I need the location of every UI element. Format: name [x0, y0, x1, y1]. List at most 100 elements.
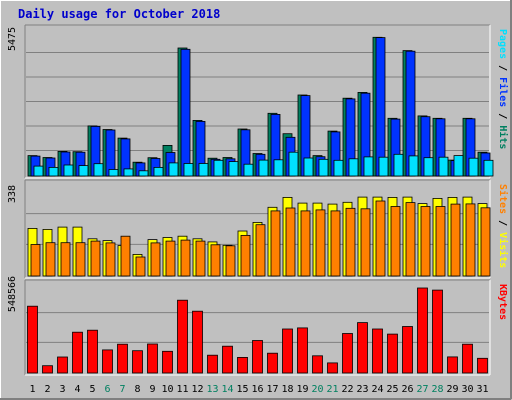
x-tick-label-day-30: 30	[461, 384, 473, 395]
x-tick-label-day-24: 24	[371, 384, 383, 395]
bar-pages-day-23	[363, 156, 374, 177]
bar-pages-day-1	[33, 165, 44, 177]
bar-kbytes-day-11	[177, 299, 188, 374]
legend-hits-files-pages: Pages / Files / Hits	[497, 29, 509, 149]
x-tick-label-day-15: 15	[236, 384, 248, 395]
bar-sites-day-6	[105, 242, 116, 277]
bar-sites-day-30	[465, 203, 476, 277]
x-tick-label-day-18: 18	[281, 384, 293, 395]
bar-kbytes-day-22	[342, 333, 353, 374]
bar-pages-day-16	[258, 159, 269, 177]
bar-kbytes-day-6	[102, 349, 113, 374]
bar-pages-day-26	[408, 155, 419, 177]
bar-kbytes-day-4	[72, 331, 83, 374]
bar-kbytes-day-3	[57, 356, 68, 374]
bar-pages-day-15	[243, 163, 254, 177]
bar-pages-day-18	[288, 151, 299, 177]
bar-sites-day-24	[375, 200, 386, 277]
x-tick-label-day-16: 16	[251, 384, 263, 395]
legend-visits-sites: Sites / Visits	[497, 184, 509, 268]
bar-pages-day-27	[423, 157, 434, 177]
x-tick-label-day-2: 2	[44, 384, 50, 395]
x-tick-label-day-31: 31	[476, 384, 488, 395]
x-tick-label-day-12: 12	[191, 384, 203, 395]
bar-files-day-11	[180, 48, 191, 177]
bar-sites-day-27	[420, 206, 431, 277]
bar-sites-day-22	[345, 207, 356, 277]
bar-kbytes-day-23	[357, 322, 368, 374]
x-tick-label-day-13: 13	[206, 384, 218, 395]
bar-sites-day-31	[480, 207, 491, 277]
y-max-label-hits-files-pages: 5475	[7, 27, 18, 51]
bar-pages-day-17	[273, 159, 284, 177]
bar-kbytes-day-18	[282, 328, 293, 374]
bar-pages-day-28	[438, 156, 449, 177]
x-tick-label-day-22: 22	[341, 384, 353, 395]
bar-kbytes-day-2	[42, 365, 53, 374]
x-tick-label-day-8: 8	[134, 384, 140, 395]
bar-kbytes-day-27	[417, 287, 428, 374]
x-tick-label-day-5: 5	[89, 384, 95, 395]
bar-pages-day-31	[483, 159, 494, 177]
bar-sites-day-26	[405, 202, 416, 277]
bar-kbytes-day-20	[312, 355, 323, 374]
bar-sites-day-2	[45, 242, 56, 277]
bar-pages-day-22	[348, 158, 359, 177]
bar-pages-day-3	[63, 164, 74, 177]
x-tick-label-day-1: 1	[29, 384, 35, 395]
x-tick-label-day-9: 9	[149, 384, 155, 395]
x-tick-label-day-14: 14	[221, 384, 233, 395]
bar-pages-day-20	[318, 158, 329, 177]
bar-sites-day-3	[60, 242, 71, 277]
x-tick-label-day-19: 19	[296, 384, 308, 395]
bar-sites-day-7	[120, 235, 131, 277]
bar-sites-day-9	[150, 242, 161, 277]
x-tick-label-day-3: 3	[59, 384, 65, 395]
bar-sites-day-12	[195, 240, 206, 277]
bar-kbytes-day-13	[207, 354, 218, 374]
bar-kbytes-day-10	[162, 350, 173, 374]
legend-item-files: Files	[497, 77, 509, 107]
bar-pages-day-11	[183, 163, 194, 177]
x-tick-label-day-10: 10	[161, 384, 173, 395]
chart-title: Daily usage for October 2018	[18, 7, 221, 21]
x-tick-label-day-20: 20	[311, 384, 323, 395]
y-max-label-visits-sites: 338	[7, 185, 18, 203]
x-tick-label-day-28: 28	[431, 384, 443, 395]
bar-sites-day-18	[285, 207, 296, 277]
bar-kbytes-day-7	[117, 343, 128, 374]
bar-sites-day-20	[315, 209, 326, 277]
bar-sites-day-23	[360, 208, 371, 277]
bar-sites-day-28	[435, 206, 446, 277]
bar-kbytes-day-15	[237, 356, 248, 374]
x-tick-label-day-7: 7	[119, 384, 125, 395]
bar-pages-day-30	[468, 157, 479, 177]
bar-pages-day-2	[48, 166, 59, 177]
bar-kbytes-day-17	[267, 352, 278, 374]
bar-kbytes-day-14	[222, 345, 233, 374]
bar-pages-day-7	[123, 168, 134, 177]
bar-kbytes-day-12	[192, 310, 203, 374]
bar-pages-day-21	[333, 159, 344, 177]
x-tick-label-day-17: 17	[266, 384, 278, 395]
bar-kbytes-day-24	[372, 328, 383, 374]
x-tick-label-day-29: 29	[446, 384, 458, 395]
bar-pages-day-13	[213, 159, 224, 177]
bar-pages-day-6	[108, 169, 119, 177]
bar-files-day-24	[375, 37, 386, 177]
x-tick-label-day-25: 25	[386, 384, 398, 395]
bar-sites-day-11	[180, 239, 191, 277]
bar-pages-day-10	[168, 162, 179, 177]
bar-pages-day-8	[138, 170, 149, 177]
bar-sites-day-13	[210, 244, 221, 277]
bar-sites-day-10	[165, 240, 176, 277]
bar-sites-day-25	[390, 206, 401, 277]
bar-sites-day-8	[135, 256, 146, 277]
bar-kbytes-day-5	[87, 329, 98, 374]
bar-pages-day-14	[228, 161, 239, 177]
x-tick-label-day-4: 4	[74, 384, 80, 395]
bar-kbytes-day-31	[477, 357, 488, 374]
bar-kbytes-day-26	[402, 326, 413, 374]
bar-sites-day-16	[255, 224, 266, 277]
